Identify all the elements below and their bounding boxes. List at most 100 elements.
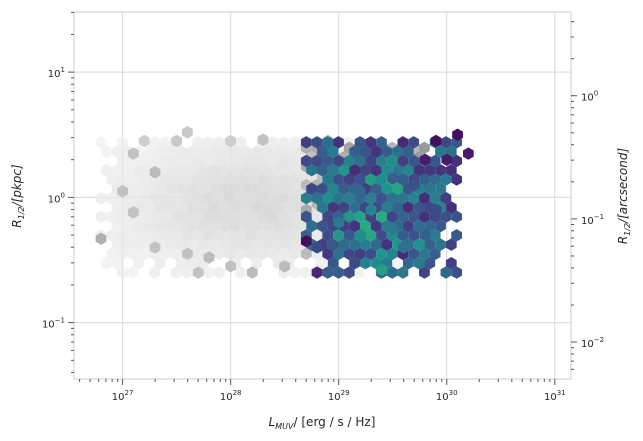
hex-bin: [288, 173, 300, 186]
hex-bin: [338, 164, 350, 177]
hex-bin: [122, 238, 134, 251]
hex-bin: [176, 257, 187, 270]
hex-bin: [300, 191, 312, 205]
hex-bin: [154, 201, 166, 214]
hex-bin-highlight: [149, 241, 161, 254]
hex-bin: [117, 136, 128, 149]
hex-bin: [408, 229, 420, 242]
hex-bin: [333, 173, 344, 186]
hex-bin-highlight: [441, 153, 453, 166]
hex-bin: [327, 164, 339, 177]
hex-bin: [133, 257, 144, 270]
hex-bin: [235, 173, 246, 186]
hex-bin: [278, 154, 289, 168]
hex-bin: [219, 219, 230, 233]
hex-bin: [143, 182, 155, 196]
hex-bin-highlight: [246, 266, 258, 279]
hex-bin: [117, 154, 128, 168]
hex-bin: [149, 136, 161, 149]
hex-bin-highlight: [333, 247, 345, 260]
hex-bin: [149, 191, 161, 205]
hex-bin: [138, 154, 150, 168]
hex-bin: [192, 247, 204, 261]
hex-bin: [349, 257, 360, 270]
hex-bin: [349, 238, 360, 251]
hex-bin: [117, 229, 128, 242]
hex-bin-highlight: [192, 266, 204, 279]
hex-bin: [370, 219, 382, 233]
hex-bin: [138, 173, 150, 186]
hex-bin: [197, 164, 209, 177]
hex-bin: [365, 173, 377, 186]
hex-bin: [213, 154, 225, 168]
hex-bin: [440, 191, 452, 205]
hex-bin-highlight: [365, 203, 377, 217]
hex-bin: [154, 145, 166, 158]
hex-bin: [208, 201, 220, 214]
hex-bin: [170, 247, 182, 261]
hex-bin: [143, 201, 155, 214]
hex-bin: [359, 257, 371, 270]
hex-bin: [143, 145, 155, 158]
hex-bin: [322, 210, 334, 223]
y-axis-title: R1/2/[pkpc]: [10, 164, 26, 228]
hex-bin: [117, 210, 128, 223]
hex-bin: [343, 247, 355, 261]
hex-bin: [203, 229, 214, 242]
y2-tick-label: 100: [581, 90, 598, 104]
hex-bin: [392, 145, 403, 158]
hex-bin: [386, 191, 398, 205]
hex-bin: [338, 182, 350, 196]
hex-bin: [365, 136, 377, 149]
hex-bin: [397, 154, 409, 168]
hex-bin-highlight: [430, 203, 442, 217]
hex-bin: [181, 210, 193, 223]
hex-bin: [408, 247, 420, 261]
hex-bin: [381, 238, 393, 251]
hex-bin: [154, 219, 166, 233]
hex-bin: [424, 182, 436, 196]
hex-bin: [272, 164, 284, 177]
hex-bin: [154, 257, 166, 270]
hex-bin: [186, 182, 198, 196]
hex-bin: [111, 201, 123, 214]
hex-bin: [349, 164, 360, 177]
hex-bin: [224, 210, 236, 223]
hex-bin: [311, 154, 323, 168]
hex-bin: [272, 201, 284, 214]
hex-bin: [272, 145, 284, 158]
hex-bin: [229, 201, 241, 214]
hex-bin: [208, 219, 220, 233]
hex-bin: [262, 182, 273, 196]
hex-bin: [397, 266, 409, 279]
hex-bin-highlight: [138, 134, 150, 148]
hex-bin: [445, 201, 457, 214]
hex-bin: [122, 219, 134, 233]
hex-bin: [213, 229, 225, 242]
hex-bin: [365, 191, 377, 205]
hex-bin: [333, 154, 344, 168]
hex-bin: [381, 182, 393, 196]
hex-bin: [170, 210, 182, 223]
hex-bin: [386, 247, 398, 261]
hex-bin: [229, 182, 241, 196]
hex-bin-highlight: [333, 216, 345, 229]
hex-bin: [354, 210, 366, 223]
hex-bin: [354, 247, 366, 261]
hex-bin-highlight: [462, 147, 474, 160]
hex-bin: [213, 266, 225, 279]
hex-bin: [197, 145, 209, 158]
hex-bin: [435, 182, 446, 196]
hex-bin: [278, 229, 289, 242]
hex-bin: [245, 210, 257, 223]
hex-bin: [327, 182, 339, 196]
hex-bin: [300, 210, 312, 223]
hex-bin: [101, 164, 112, 177]
hex-bin: [429, 154, 441, 168]
hex-bin: [256, 173, 268, 186]
hex-bin: [149, 266, 161, 279]
hex-bin: [149, 210, 161, 223]
hex-bin: [170, 173, 182, 186]
hex-bin: [176, 164, 187, 177]
hex-bin: [278, 136, 289, 149]
